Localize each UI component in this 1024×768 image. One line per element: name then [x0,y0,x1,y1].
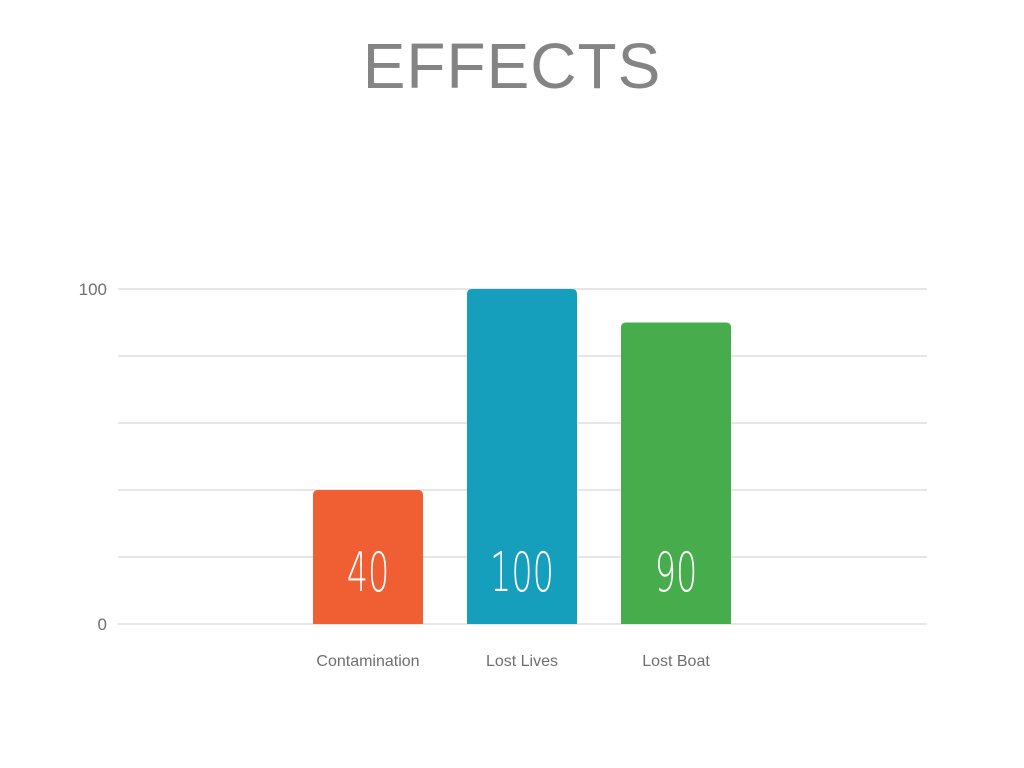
bar [621,322,731,624]
x-category-label: Lost Boat [642,653,710,670]
bar-value-label: 90 [655,541,698,605]
bar [313,490,423,624]
bar-value-label: 40 [347,541,390,605]
slide-title: EFFECTS [362,30,662,102]
y-tick-label: 0 [98,615,107,634]
bar [467,289,577,624]
y-axis-ticks: 0 100 [79,280,107,634]
bars: 40 100 90 [313,289,731,624]
x-axis-labels: Contamination Lost Lives Lost Boat [316,653,710,670]
x-category-label: Contamination [316,653,419,670]
y-tick-label: 100 [79,280,107,299]
x-category-label: Lost Lives [486,653,558,670]
bar-value-label: 100 [490,541,554,605]
